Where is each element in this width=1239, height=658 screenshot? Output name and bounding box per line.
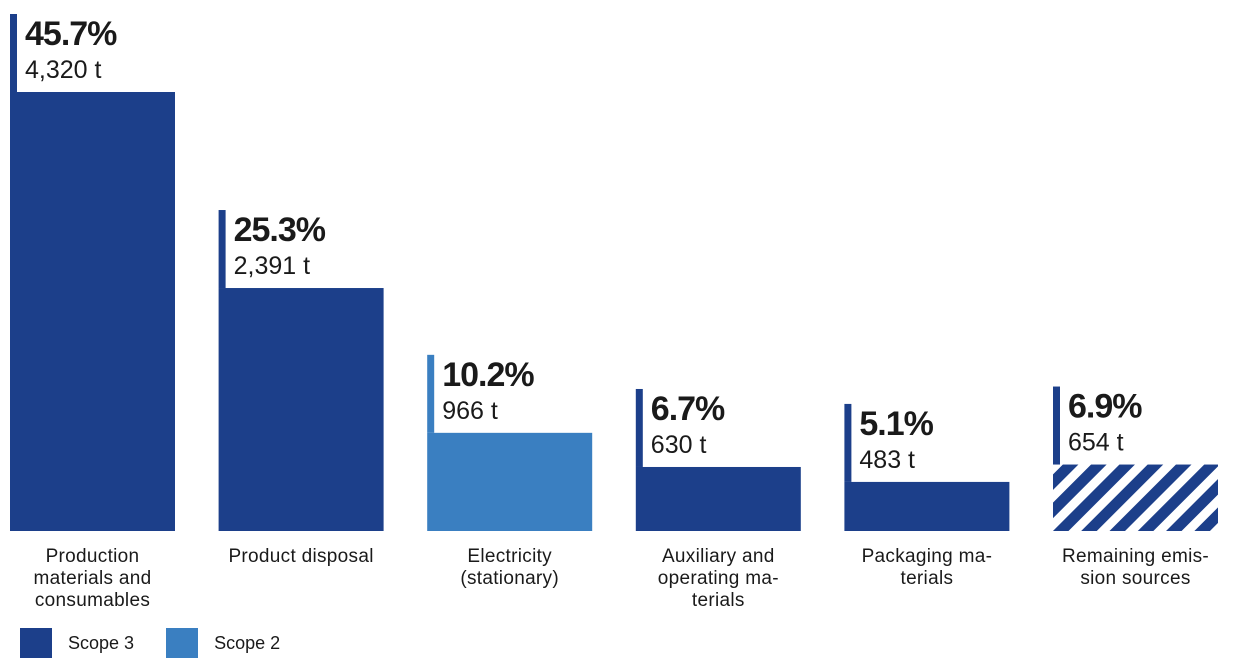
category-label-6: Remaining emis-sion sources [1061,546,1210,589]
legend-swatch-scope3 [20,628,52,658]
category-label-1: Production materials and consumables [33,546,152,611]
bar-1 [10,92,175,531]
bar-2 [218,288,384,531]
percent-label-1: 45.7% [25,15,117,53]
bar-label-accent-5 [844,403,852,482]
value-label-3: 966 t [442,397,498,425]
bar-label-accent-2 [218,210,226,289]
value-label-2: 2,391 t [234,252,311,280]
percent-label-3: 10.2% [442,356,534,394]
percent-label-5: 5.1% [859,405,933,443]
bar-3 [427,432,593,531]
category-label-2: Product disposal [228,546,374,567]
percent-label-2: 25.3% [234,211,326,249]
bar-label-accent-1 [10,14,17,92]
bar-label-accent-4 [635,388,643,467]
percent-label-6: 6.9% [1068,388,1142,426]
legend-item-scope2: Scope 2 [166,628,280,658]
value-label-6: 654 t [1068,429,1124,457]
legend-label-scope3: Scope 3 [68,632,135,653]
category-label-5: Packaging ma-terials [861,546,993,589]
bar-5 [844,481,1010,531]
legend-item-scope3: Scope 3 [20,628,134,658]
value-label-5: 483 t [859,446,915,474]
category-label-4: Auxiliary and operating ma-terials [657,546,779,611]
bar-label-accent-3 [427,354,435,433]
category-label-3: Electricity (stationary) [460,546,559,589]
legend-swatch-scope2 [166,628,199,658]
bar-label-accent-6 [1053,386,1060,465]
bar-6 [1053,464,1218,531]
legend: Scope 3 Scope 2 [20,628,312,658]
legend-label-scope2: Scope 2 [214,632,281,653]
percent-label-4: 6.7% [651,390,725,428]
value-label-1: 4,320 t [25,56,102,84]
bar-4 [635,466,801,531]
value-label-4: 630 t [651,431,707,459]
